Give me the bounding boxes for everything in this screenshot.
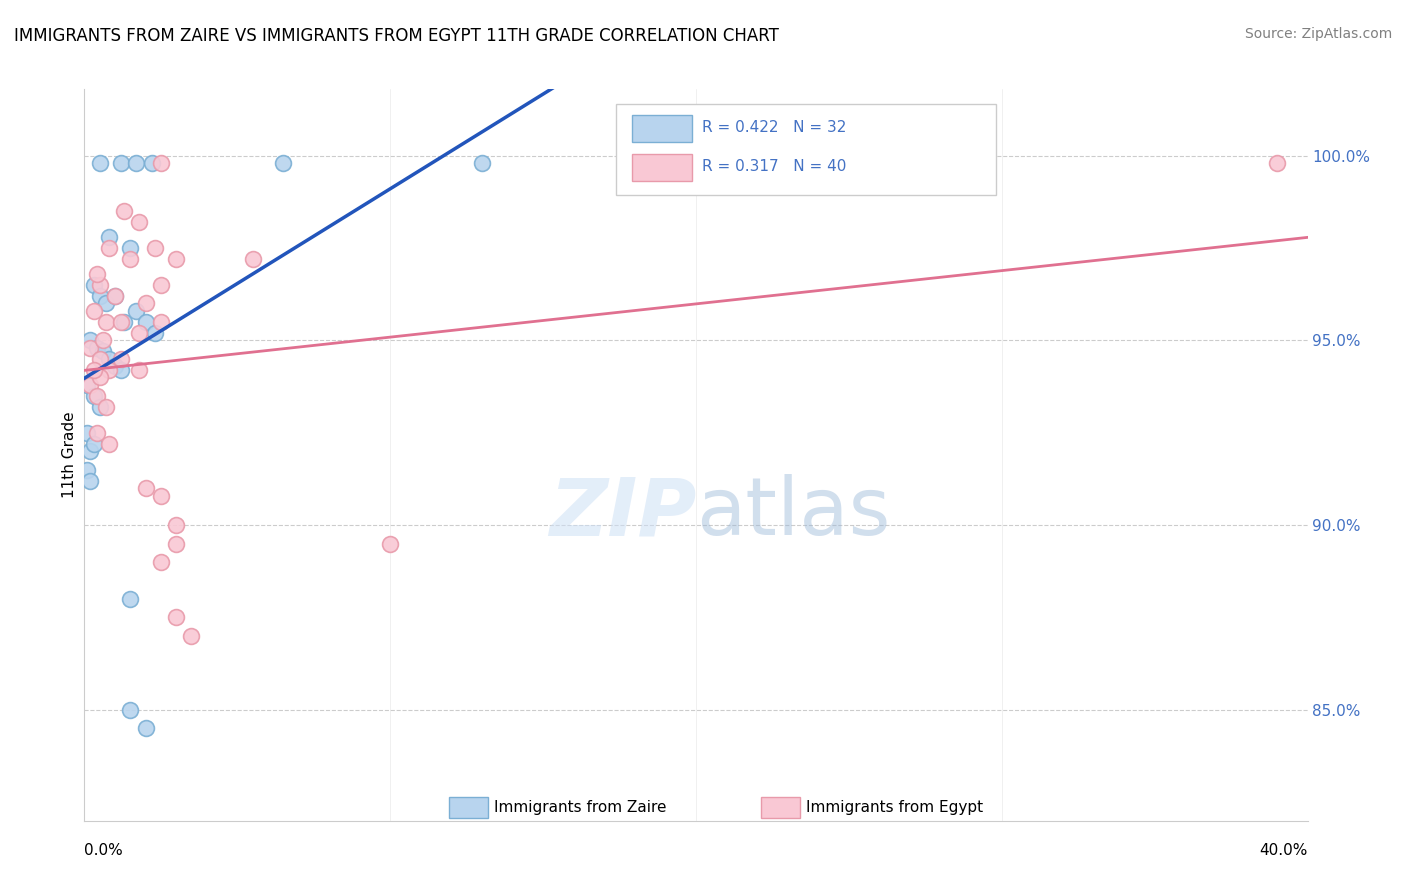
FancyBboxPatch shape: [449, 797, 488, 819]
Point: [83, 389, 105, 403]
Text: atlas: atlas: [696, 475, 890, 552]
Point: [79, 377, 101, 392]
Point: [143, 241, 166, 255]
Point: [112, 315, 135, 329]
Point: [94, 315, 117, 329]
Point: [110, 351, 132, 366]
Text: IMMIGRANTS FROM ZAIRE VS IMMIGRANTS FROM EGYPT 11TH GRADE CORRELATION CHART: IMMIGRANTS FROM ZAIRE VS IMMIGRANTS FROM…: [14, 27, 779, 45]
Point: [79, 444, 101, 458]
Point: [89, 289, 111, 303]
Point: [79, 334, 101, 348]
Point: [97, 230, 120, 244]
Point: [141, 156, 163, 170]
Point: [135, 481, 157, 495]
Point: [97, 351, 120, 366]
Point: [471, 156, 494, 170]
Point: [120, 703, 142, 717]
Point: [1265, 156, 1288, 170]
Point: [79, 474, 101, 488]
Point: [83, 437, 105, 451]
Point: [89, 370, 111, 384]
Point: [149, 277, 172, 292]
Point: [94, 400, 117, 414]
Text: Immigrants from Zaire: Immigrants from Zaire: [494, 800, 666, 815]
Point: [135, 721, 157, 735]
Point: [76, 425, 98, 440]
Point: [120, 252, 142, 267]
Point: [89, 277, 111, 292]
Point: [125, 156, 148, 170]
Text: Source: ZipAtlas.com: Source: ZipAtlas.com: [1244, 27, 1392, 41]
Point: [128, 363, 150, 377]
Point: [110, 156, 132, 170]
Point: [83, 277, 105, 292]
Point: [86, 425, 108, 440]
Point: [165, 610, 187, 624]
Point: [149, 489, 172, 503]
FancyBboxPatch shape: [633, 115, 692, 142]
Point: [104, 289, 127, 303]
Point: [120, 241, 142, 255]
Point: [242, 252, 264, 267]
Point: [149, 555, 172, 569]
Point: [165, 518, 187, 533]
Point: [180, 629, 202, 643]
FancyBboxPatch shape: [633, 153, 692, 180]
Text: R = 0.317   N = 40: R = 0.317 N = 40: [702, 160, 846, 174]
Point: [104, 359, 127, 374]
Point: [143, 326, 166, 340]
Text: Immigrants from Egypt: Immigrants from Egypt: [806, 800, 983, 815]
Text: 40.0%: 40.0%: [1260, 843, 1308, 858]
Point: [86, 341, 108, 355]
Text: 0.0%: 0.0%: [84, 843, 124, 858]
Point: [89, 351, 111, 366]
Point: [165, 536, 187, 550]
Point: [110, 363, 132, 377]
Point: [83, 303, 105, 318]
Point: [97, 363, 120, 377]
Point: [79, 341, 101, 355]
Point: [76, 377, 98, 392]
Point: [112, 204, 135, 219]
Point: [83, 363, 105, 377]
Text: ZIP: ZIP: [548, 475, 696, 552]
Point: [89, 400, 111, 414]
Point: [110, 315, 132, 329]
FancyBboxPatch shape: [761, 797, 800, 819]
Y-axis label: 11th Grade: 11th Grade: [62, 411, 77, 499]
Point: [125, 303, 148, 318]
Point: [76, 463, 98, 477]
Point: [97, 437, 120, 451]
FancyBboxPatch shape: [616, 103, 995, 195]
Point: [94, 296, 117, 310]
Point: [149, 156, 172, 170]
Point: [380, 536, 402, 550]
Point: [86, 267, 108, 281]
Point: [128, 326, 150, 340]
Point: [97, 241, 120, 255]
Point: [104, 289, 127, 303]
Point: [120, 592, 142, 607]
Point: [165, 252, 187, 267]
Point: [135, 296, 157, 310]
Point: [128, 215, 150, 229]
Point: [91, 334, 114, 348]
Point: [89, 156, 111, 170]
Point: [86, 389, 108, 403]
Point: [135, 315, 157, 329]
Point: [91, 344, 114, 359]
Point: [149, 315, 172, 329]
Point: [271, 156, 294, 170]
Text: R = 0.422   N = 32: R = 0.422 N = 32: [702, 120, 846, 136]
